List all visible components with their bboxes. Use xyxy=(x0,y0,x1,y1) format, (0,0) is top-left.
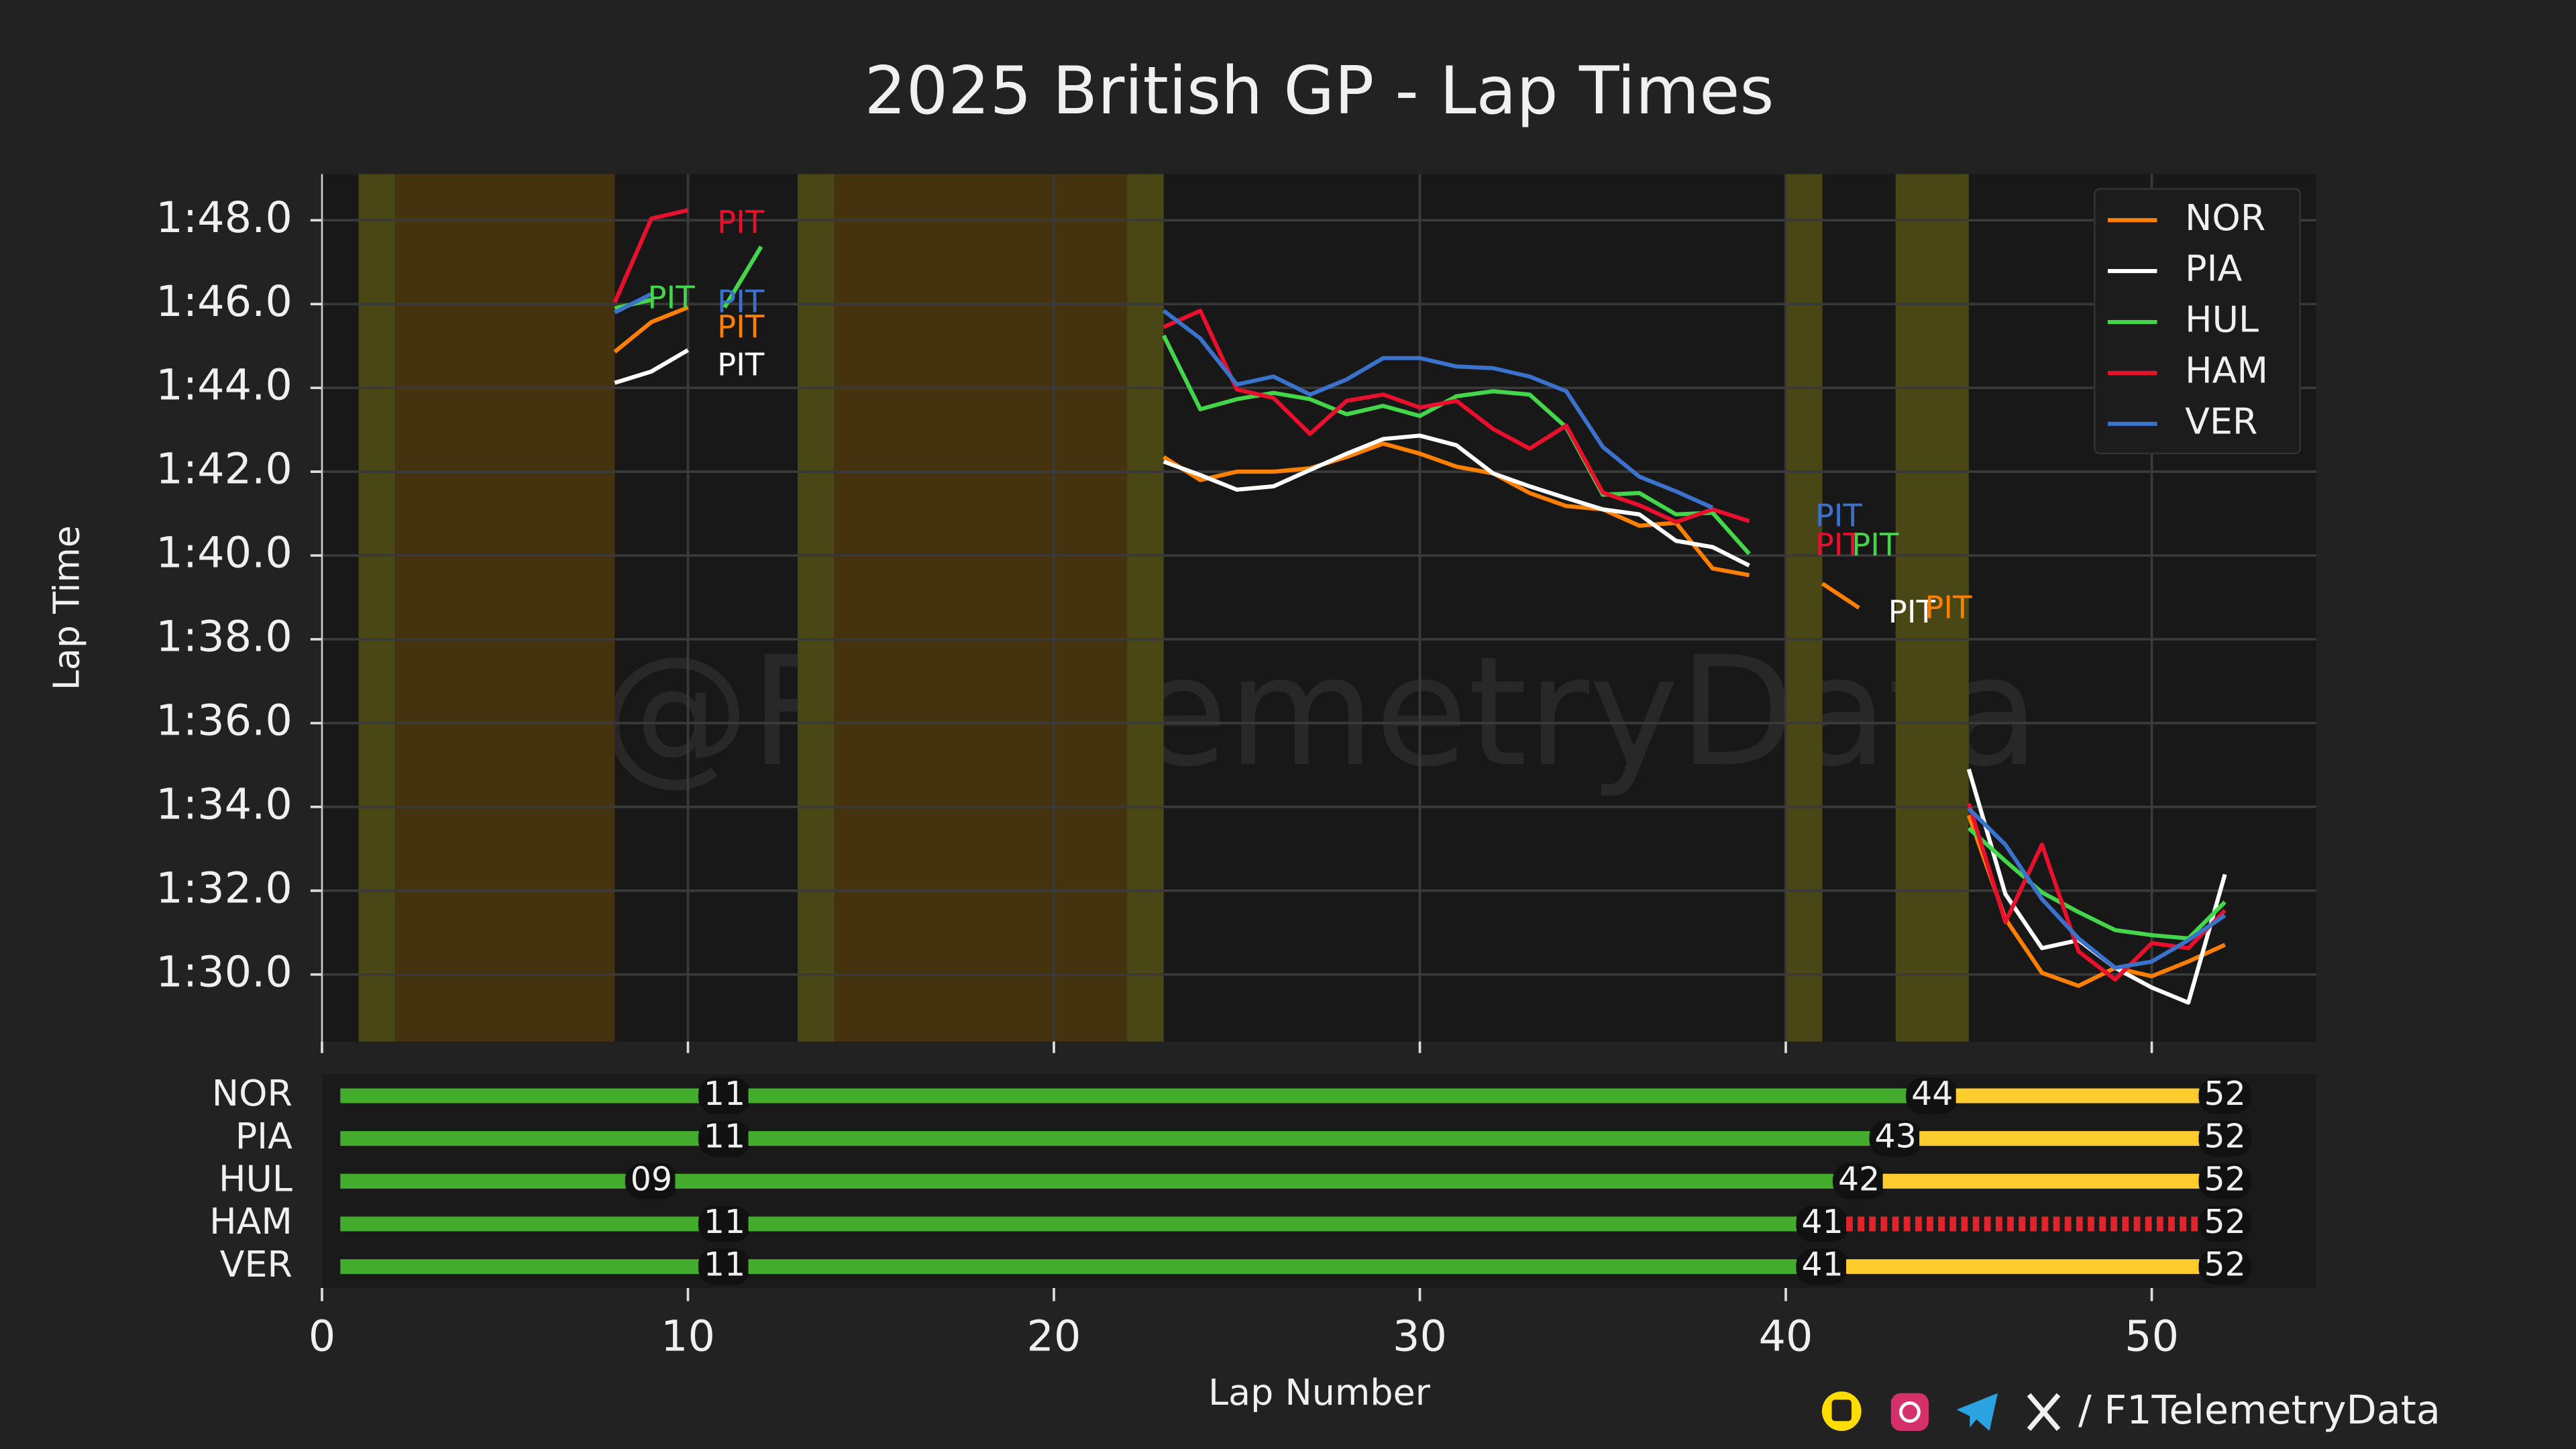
stint-end-label: 11 xyxy=(704,1075,745,1113)
series-line xyxy=(613,305,2226,988)
pit-annotation: PIT xyxy=(717,309,765,345)
legend-label: VER xyxy=(2185,400,2257,442)
stint-label-bg xyxy=(698,1077,751,1114)
stint-end-label: 44 xyxy=(1911,1075,1953,1113)
pit-annotation: PIT xyxy=(1851,527,1899,563)
telegram-icon xyxy=(1956,1393,1998,1432)
stint-label-bg xyxy=(1869,1120,1922,1157)
stint-label-bg xyxy=(1796,1205,1849,1242)
stint-end-label: 52 xyxy=(2204,1075,2246,1113)
stint-label-bg xyxy=(2198,1248,2251,1285)
stint-label-bg xyxy=(1906,1077,1959,1114)
shaded-region xyxy=(834,174,1128,1042)
x-tick-label: 30 xyxy=(1393,1311,1447,1361)
shaded-region xyxy=(1895,174,1969,1042)
series-line xyxy=(612,208,2226,982)
y-tick-label: 1:34.0 xyxy=(156,780,292,829)
layer-front: 1:30.0 1:32.0 1:34.0 1:36.0 1:38.0 1:40.0 1:42… xyxy=(156,174,2301,1361)
pit-annotation: PIT xyxy=(1925,590,1972,626)
pit-annotation: PIT xyxy=(717,204,765,240)
driver-label: NOR xyxy=(212,1072,292,1114)
stint-label-bg xyxy=(1796,1248,1849,1285)
y-tick-label: 1:40.0 xyxy=(156,529,292,578)
pit-annotation: PIT xyxy=(717,346,765,382)
x-tick-label: 0 xyxy=(309,1311,336,1361)
x-tick-label: 20 xyxy=(1027,1311,1081,1361)
stint-label-bg xyxy=(2198,1077,2251,1114)
stint-label-bg xyxy=(698,1120,751,1157)
series-line xyxy=(614,292,2226,970)
shaded-region xyxy=(1127,174,1164,1042)
y-tick-label: 1:48.0 xyxy=(156,193,292,243)
pit-annotation: PIT xyxy=(1888,594,1936,630)
y-tick-label: 1:42.0 xyxy=(156,445,292,494)
pit-annotation: PIT xyxy=(648,279,696,315)
legend-label: HUL xyxy=(2185,299,2259,341)
stint-end-label: 41 xyxy=(1801,1246,1843,1284)
stint-label-bg xyxy=(698,1248,751,1285)
stint-label-bg xyxy=(1832,1163,1886,1199)
y-tick-label: 1:46.0 xyxy=(156,277,292,327)
driver-label: VER xyxy=(220,1243,292,1285)
stint-end-label: 52 xyxy=(2204,1246,2246,1284)
pit-annotation: PIT xyxy=(1815,497,1863,533)
y-axis-label: Lap Time xyxy=(45,525,87,690)
x-tick-label: 40 xyxy=(1759,1311,1813,1361)
stint-end-label: 52 xyxy=(2204,1203,2246,1241)
stint-end-label: 52 xyxy=(2204,1160,2246,1198)
y-tick-label: 1:44.0 xyxy=(156,361,292,411)
credit: / F1TelemetryData xyxy=(2078,1387,2440,1433)
x-tick-label: 10 xyxy=(661,1311,715,1361)
pit-annotation: PIT xyxy=(717,284,765,320)
legend-label: NOR xyxy=(2185,197,2265,239)
y-tick-label: 1:38.0 xyxy=(156,612,292,662)
stint-end-label: 43 xyxy=(1875,1118,1917,1156)
shaded-region xyxy=(1786,174,1823,1042)
shaded-region xyxy=(395,174,615,1042)
instagram-icon xyxy=(1890,1393,1929,1432)
shaded-region xyxy=(798,174,835,1042)
stint-end-label: 42 xyxy=(1838,1160,1880,1198)
legend-label: PIA xyxy=(2185,248,2242,290)
x-tick-label: 50 xyxy=(2125,1311,2179,1361)
stint-end-label: 11 xyxy=(704,1118,745,1156)
chart-title: 2025 British GP - Lap Times xyxy=(865,53,1774,129)
driver-label: PIA xyxy=(235,1115,292,1157)
stint-end-label: 41 xyxy=(1801,1203,1843,1241)
y-tick-label: 1:36.0 xyxy=(156,696,292,745)
legend-label: HAM xyxy=(2185,350,2268,392)
stint-end-label: 52 xyxy=(2204,1118,2246,1156)
stint-end-label: 11 xyxy=(704,1246,745,1284)
shaded-region xyxy=(358,174,396,1042)
legend-box xyxy=(2094,188,2301,455)
stint-label-bg xyxy=(698,1205,751,1242)
stint-label-bg xyxy=(2198,1163,2251,1199)
x-icon xyxy=(2027,1393,2061,1432)
stint-label-bg xyxy=(2198,1120,2251,1157)
stint-end-label: 09 xyxy=(631,1160,672,1198)
driver-label: HAM xyxy=(209,1200,292,1242)
social-icons xyxy=(1821,1391,2061,1432)
pit-annotation: PIT xyxy=(1815,527,1863,563)
layer-back: @F1TelemetryData xyxy=(321,174,2317,1042)
driver-label: HUL xyxy=(219,1157,292,1199)
x-axis-label: Lap Number xyxy=(1208,1371,1431,1413)
coffee-cup xyxy=(1831,1399,1851,1421)
stint-label-bg xyxy=(625,1163,678,1199)
stint-end-label: 11 xyxy=(704,1203,745,1241)
instagram-lens xyxy=(1899,1401,1921,1423)
stint-label-bg xyxy=(2198,1205,2251,1242)
y-tick-label: 1:30.0 xyxy=(156,947,292,997)
y-tick-label: 1:32.0 xyxy=(156,863,292,913)
